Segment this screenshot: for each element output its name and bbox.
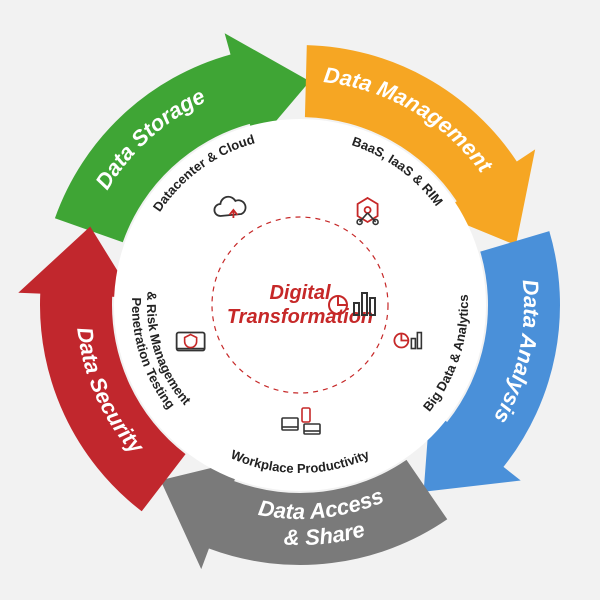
center-title-2: Transformation [227,306,373,328]
center-title-1: Digital [269,282,331,304]
inner-disc [114,119,486,491]
